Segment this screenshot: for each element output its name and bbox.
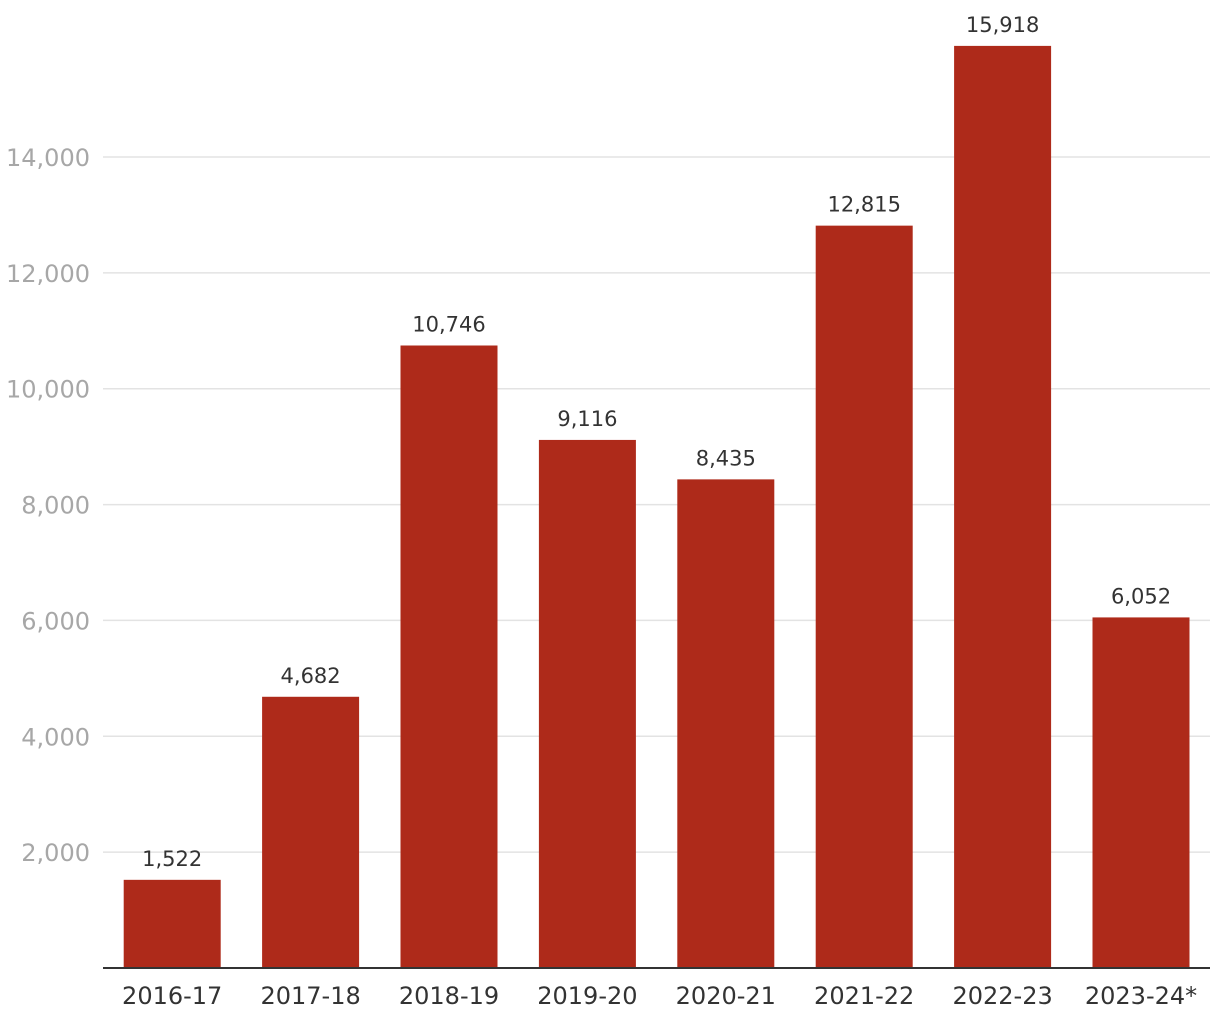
y-tick-label: 14,000 bbox=[6, 144, 90, 172]
data-label: 15,918 bbox=[966, 13, 1039, 37]
bar-2018-19 bbox=[400, 345, 498, 968]
y-tick-label: 8,000 bbox=[21, 492, 90, 520]
bar-2019-20 bbox=[538, 439, 636, 968]
y-tick-label: 4,000 bbox=[21, 723, 90, 751]
x-tick-label: 2018-19 bbox=[399, 982, 499, 1010]
data-label: 6,052 bbox=[1111, 584, 1171, 608]
y-axis-labels: 2,000 4,000 6,000 8,000 10,000 12,000 14,000 bbox=[6, 144, 90, 867]
x-tick-label: 2022-23 bbox=[952, 982, 1052, 1010]
x-tick-label: 2021-22 bbox=[814, 982, 914, 1010]
y-tick-label: 12,000 bbox=[6, 260, 90, 288]
data-label: 10,746 bbox=[412, 312, 485, 336]
bar-2021-22 bbox=[815, 225, 913, 968]
data-label: 4,682 bbox=[281, 664, 341, 688]
data-label: 1,522 bbox=[142, 847, 202, 871]
data-label: 8,435 bbox=[696, 446, 756, 470]
data-label: 12,815 bbox=[827, 193, 900, 217]
y-tick-label: 10,000 bbox=[6, 376, 90, 404]
bar-2020-21 bbox=[677, 479, 775, 968]
y-tick-label: 2,000 bbox=[21, 839, 90, 867]
x-tick-label: 2019-20 bbox=[537, 982, 637, 1010]
y-tick-label: 6,000 bbox=[21, 607, 90, 635]
x-tick-label: 2017-18 bbox=[260, 982, 360, 1010]
bars bbox=[123, 45, 1190, 968]
bar-2016-17 bbox=[123, 879, 221, 968]
x-axis-labels: 2016-17 2017-18 2018-19 2019-20 2020-21 2021-… bbox=[122, 982, 1197, 1010]
x-tick-label: 2023-24* bbox=[1085, 982, 1197, 1010]
data-labels: 1,522 4,682 10,746 9,116 8,435 12,815 15,918 6,… bbox=[142, 13, 1171, 871]
bar-2017-18 bbox=[262, 696, 360, 968]
bar-2022-23 bbox=[954, 45, 1052, 968]
data-label: 9,116 bbox=[557, 407, 617, 431]
x-tick-label: 2016-17 bbox=[122, 982, 222, 1010]
x-tick-label: 2020-21 bbox=[676, 982, 776, 1010]
bar-2023-24* bbox=[1092, 617, 1190, 968]
